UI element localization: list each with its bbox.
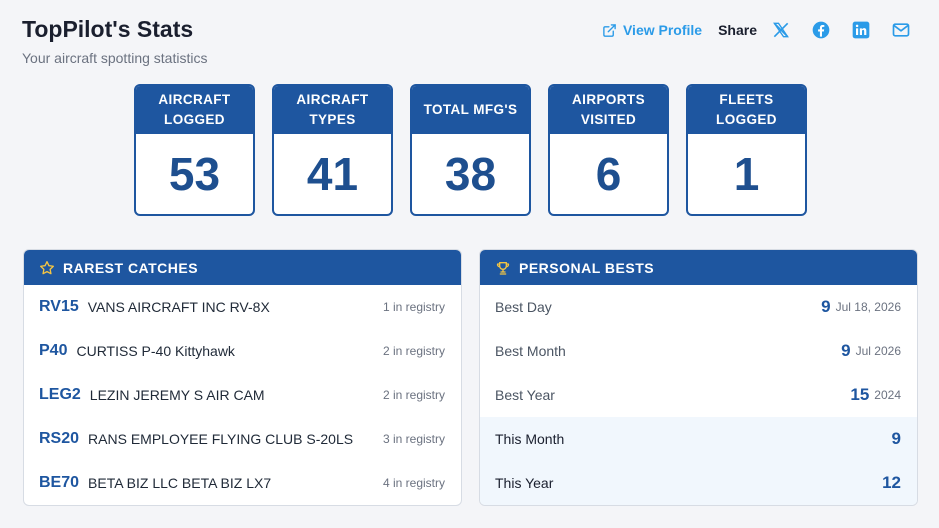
current-row: This Month 9 (480, 417, 917, 461)
current-value: 9 (891, 429, 901, 448)
view-profile-label: View Profile (622, 22, 703, 38)
best-label: Best Day (495, 299, 552, 315)
external-link-icon (602, 23, 617, 38)
list-item[interactable]: RS20 RANS EMPLOYEE FLYING CLUB S-20LS 3 … (24, 417, 461, 461)
list-item[interactable]: RV15 VANS AIRCRAFT INC RV-8X 1 in regist… (24, 285, 461, 329)
stat-value: 53 (168, 148, 221, 200)
stat-label: TOTAL MFG'S (412, 86, 529, 134)
registry-count: 3 in registry (382, 432, 445, 446)
star-icon (39, 260, 55, 276)
list-item[interactable]: BE70 BETA BIZ LLC BETA BIZ LX7 4 in regi… (24, 461, 461, 505)
best-label: Best Month (495, 343, 566, 359)
aircraft-code: RS20 (39, 430, 80, 447)
page-title: TopPilot's Stats (22, 16, 194, 42)
registry-count: 4 in registry (382, 476, 445, 490)
view-profile-link[interactable]: View Profile (602, 22, 702, 38)
best-date: Jul 18, 2026 (835, 300, 901, 314)
aircraft-name: LEZIN JEREMY S AIR CAM (89, 387, 265, 403)
stat-label: AIRPORTS VISITED (550, 86, 667, 134)
rarest-catches-header: RAREST CATCHES (24, 250, 461, 285)
stat-card-aircraft-logged: AIRCRAFT LOGGED 53 (134, 84, 255, 216)
best-date: Jul 2026 (855, 344, 901, 358)
best-row: Best Month 9 Jul 2026 (480, 329, 917, 373)
best-date: 2024 (874, 388, 901, 402)
trophy-icon (495, 260, 511, 276)
mail-icon[interactable] (891, 20, 911, 40)
stat-label: FLEETS LOGGED (688, 86, 805, 134)
personal-bests-header: PERSONAL BESTS (480, 250, 917, 285)
rarest-catches-title: RAREST CATCHES (63, 259, 199, 276)
header-actions: View Profile Share (602, 19, 911, 41)
best-value: 9 (841, 341, 851, 360)
share-icons (771, 20, 911, 40)
linkedin-icon[interactable] (851, 20, 871, 40)
aircraft-name: BETA BIZ LLC BETA BIZ LX7 (88, 475, 272, 491)
best-row: Best Year 15 2024 (480, 373, 917, 417)
stat-value: 1 (733, 148, 760, 200)
current-label: This Year (495, 475, 554, 491)
stat-value: 6 (595, 148, 622, 200)
personal-bests-panel: PERSONAL BESTS Best Day 9 Jul 18, 2026 B… (479, 249, 918, 506)
stats-row: AIRCRAFT LOGGED 53 AIRCRAFT TYPES 41 TOT… (134, 84, 807, 216)
stat-card-aircraft-types: AIRCRAFT TYPES 41 (272, 84, 393, 216)
stat-label: AIRCRAFT LOGGED (136, 86, 253, 134)
facebook-icon[interactable] (811, 20, 831, 40)
aircraft-code: RV15 (39, 298, 79, 315)
rarest-catches-panel: RAREST CATCHES RV15 VANS AIRCRAFT INC RV… (23, 249, 462, 506)
current-label: This Month (495, 431, 565, 447)
list-item[interactable]: LEG2 LEZIN JEREMY S AIR CAM 2 in registr… (24, 373, 461, 417)
aircraft-code: BE70 (39, 474, 80, 491)
best-row: Best Day 9 Jul 18, 2026 (480, 285, 917, 329)
best-value: 9 (821, 297, 831, 316)
stat-card-fleets-logged: FLEETS LOGGED 1 (686, 84, 807, 216)
personal-bests-title: PERSONAL BESTS (519, 259, 655, 276)
aircraft-code: LEG2 (39, 386, 81, 403)
stat-label: AIRCRAFT TYPES (274, 86, 391, 134)
best-label: Best Year (495, 387, 555, 403)
aircraft-name: VANS AIRCRAFT INC RV-8X (87, 299, 270, 315)
best-value: 15 (850, 385, 870, 404)
current-row: This Year 12 (480, 461, 917, 505)
stat-value: 41 (306, 148, 359, 200)
registry-count: 2 in registry (382, 344, 445, 358)
page-subtitle: Your aircraft spotting statistics (22, 50, 208, 66)
list-item[interactable]: P40 CURTISS P-40 Kittyhawk 2 in registry (24, 329, 461, 373)
aircraft-name: CURTISS P-40 Kittyhawk (76, 343, 235, 359)
stat-card-total-mfgs: TOTAL MFG'S 38 (410, 84, 531, 216)
stat-value: 38 (444, 148, 497, 200)
current-value: 12 (882, 473, 901, 492)
registry-count: 2 in registry (382, 388, 445, 402)
stat-card-airports-visited: AIRPORTS VISITED 6 (548, 84, 669, 216)
share-label: Share (718, 22, 757, 38)
aircraft-code: P40 (39, 342, 68, 359)
aircraft-name: RANS EMPLOYEE FLYING CLUB S-20LS (88, 431, 354, 447)
x-icon[interactable] (771, 20, 791, 40)
registry-count: 1 in registry (382, 300, 445, 314)
